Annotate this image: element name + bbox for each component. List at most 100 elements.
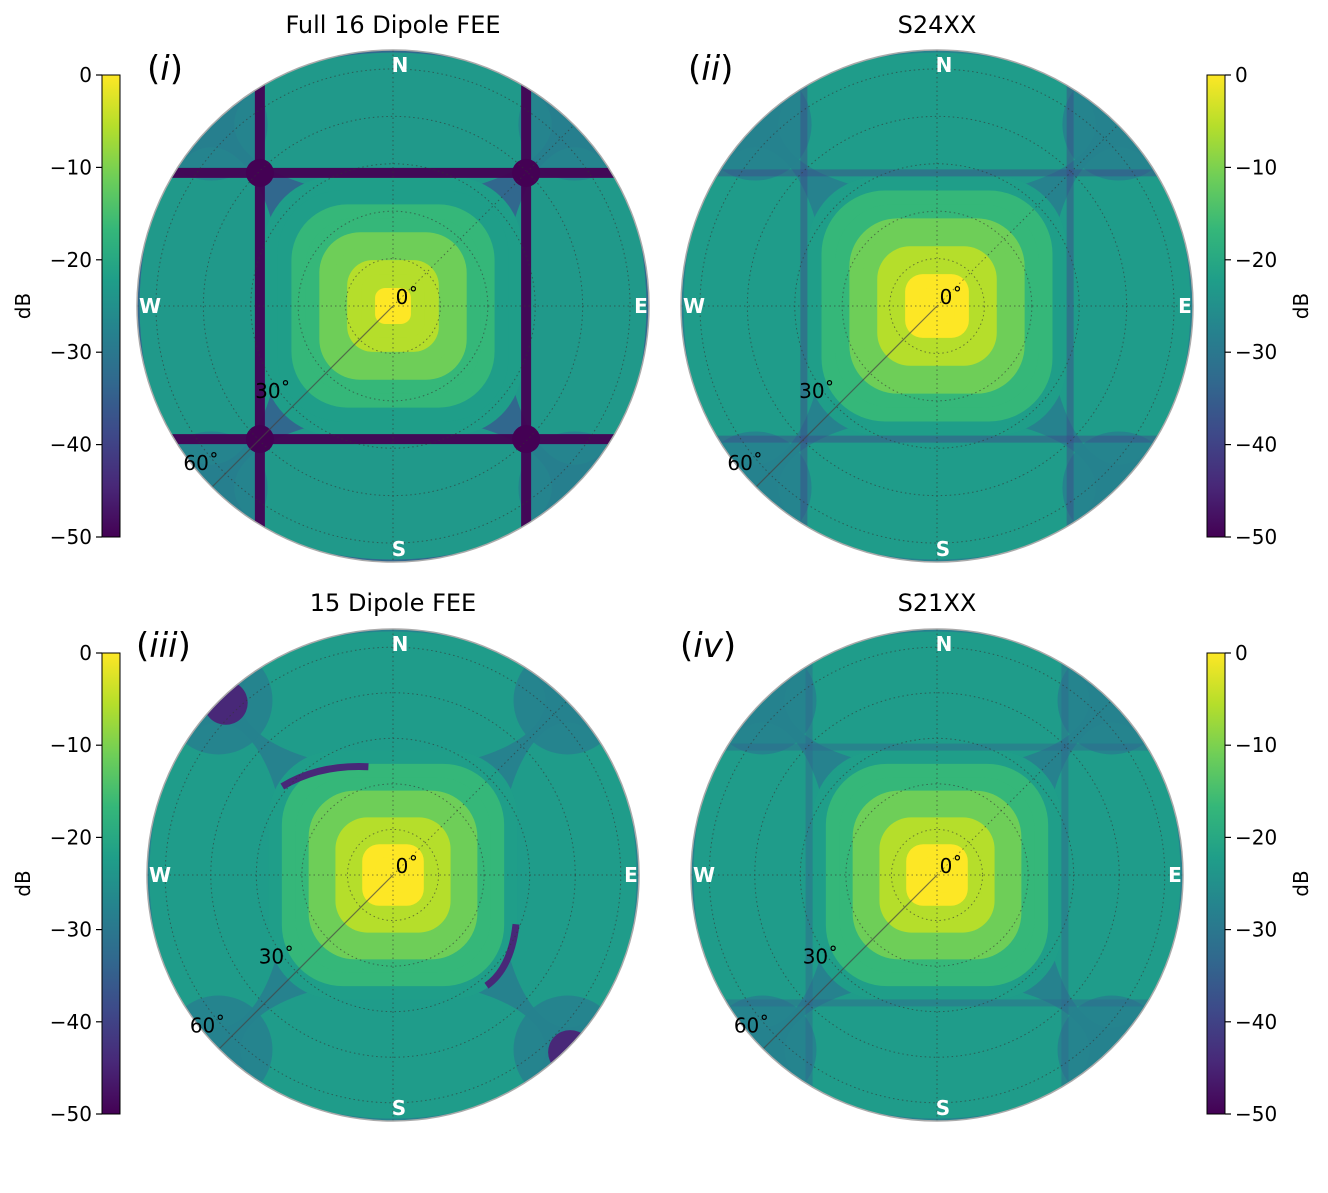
corner-lobe <box>513 995 622 1104</box>
side-lobe <box>498 722 637 1028</box>
colorbar-tick-label: −50 <box>50 1102 92 1126</box>
colorbar: 0 −10 −20 −30 −40 −50 dB <box>1206 641 1313 1126</box>
colorbar-gradient <box>101 74 121 538</box>
colorbar-tick-label: −20 <box>50 248 92 272</box>
grid-radial-axis <box>762 874 938 1050</box>
corner-lobe <box>1062 431 1176 545</box>
panel-label: (i) <box>147 49 183 89</box>
colorbar-tick-label: −10 <box>1235 155 1277 179</box>
compass-east: E <box>624 863 638 887</box>
compass-east: E <box>1178 294 1192 318</box>
compass-south: S <box>392 1096 406 1120</box>
panel-title: 15 Dipole FEE <box>310 589 476 617</box>
grid-circle <box>346 828 440 922</box>
corner-lobe <box>1062 67 1176 181</box>
panel-title: S21XX <box>898 589 977 617</box>
grid-diagonal <box>936 700 1112 876</box>
null-spot <box>203 680 248 725</box>
radial-label: 0˚ <box>396 285 419 309</box>
side-lobe <box>240 980 546 1119</box>
panel-title: Full 16 Dipole FEE <box>285 11 500 39</box>
polar-grid <box>681 50 1193 562</box>
disc-outline <box>680 49 1194 563</box>
side-lobe <box>693 722 832 1028</box>
colorbar-tick-label: −40 <box>1235 1010 1277 1034</box>
colorbar-label: dB <box>11 293 35 319</box>
side-lobe <box>784 980 1090 1119</box>
null-intersection <box>245 158 274 187</box>
corner-lobe <box>1057 995 1166 1104</box>
colorbar-tick-label: −20 <box>50 825 92 849</box>
radial-label: 30˚ <box>803 945 838 969</box>
radial-label: 0˚ <box>396 854 419 878</box>
compass-north: N <box>936 53 953 77</box>
null-line <box>521 50 532 562</box>
radial-label: 30˚ <box>259 945 294 969</box>
colorbar-tick-label: −20 <box>1235 825 1277 849</box>
grid-circle <box>345 258 441 354</box>
colorbar-tick-label: −50 <box>1235 525 1277 549</box>
compass-north: N <box>936 632 953 656</box>
polar-grid <box>137 50 649 562</box>
side-lobe <box>149 722 288 1028</box>
colorbar-tick-label: −30 <box>50 340 92 364</box>
side-lobe <box>234 52 552 196</box>
disc-outline <box>146 628 640 1122</box>
colorbar-label: dB <box>11 870 35 896</box>
colorbar-tick-label: −50 <box>1235 1102 1277 1126</box>
grid-circle <box>301 783 485 967</box>
colorbar-tick-label: 0 <box>1235 63 1248 87</box>
colorbar-tick-label: −40 <box>1235 433 1277 457</box>
colorbar: 0 −10 −20 −30 −40 −50 dB <box>11 63 121 549</box>
corner-lobe <box>1057 646 1166 755</box>
colorbar-tick-label: −40 <box>50 1010 92 1034</box>
side-lobe <box>778 52 1096 196</box>
colorbar-tick-label: −30 <box>50 918 92 942</box>
colorbar-tick-label: −30 <box>1235 340 1277 364</box>
radial-label: 0˚ <box>940 285 963 309</box>
compass-south: S <box>936 537 950 561</box>
grid-circle <box>890 828 984 922</box>
polar-grid <box>691 629 1183 1121</box>
colorbar-gradient <box>1206 652 1226 1115</box>
null-line <box>681 435 1193 443</box>
panel-title: S24XX <box>898 11 977 39</box>
compass-north: N <box>392 53 409 77</box>
panel-label: (ii) <box>688 49 733 89</box>
colorbar-tick-label: −20 <box>1235 248 1277 272</box>
radial-label: 60˚ <box>734 1013 769 1037</box>
colorbar-tick-label: −40 <box>50 433 92 457</box>
compass-south: S <box>936 1096 950 1120</box>
panel-2: 0˚ 30˚ 60˚ N S E W S24XX (ii) 0 −10 −20 −30 −40 −50 dB <box>680 11 1313 563</box>
corner-lobe <box>513 646 622 755</box>
compass-north: N <box>392 632 409 656</box>
radial-label: 60˚ <box>183 451 218 475</box>
radial-label: 30˚ <box>255 379 290 403</box>
disc-outline <box>136 49 650 563</box>
polar-grid <box>147 629 639 1121</box>
side-lobe <box>139 147 283 465</box>
grid-radial-axis <box>755 305 938 488</box>
colorbar-tick-label: 0 <box>79 641 92 665</box>
grid-circle <box>845 783 1029 967</box>
colorbar-gradient <box>1206 74 1226 538</box>
colorbar-gradient <box>101 652 121 1115</box>
grid-diagonal <box>392 700 568 876</box>
null-arc <box>280 763 369 790</box>
panel-label: (iii) <box>136 626 191 666</box>
radial-label: 30˚ <box>799 379 834 403</box>
side-lobe <box>240 631 546 770</box>
compass-west: W <box>693 863 715 887</box>
null-line <box>1066 50 1074 562</box>
grid-radial-axis <box>218 874 394 1050</box>
grid-circle <box>297 210 489 402</box>
compass-west: W <box>149 863 171 887</box>
colorbar: 0 −10 −20 −30 −40 −50 dB <box>1206 63 1313 549</box>
panel-label: (iv) <box>680 626 736 666</box>
panel-3: 0˚ 30˚ 60˚ N S E W 15 Dipole FEE (iii) 0 −10 −20 −30… <box>11 589 640 1126</box>
grid-circle <box>841 210 1033 402</box>
colorbar-tick-label: −10 <box>1235 733 1277 757</box>
side-lobe <box>683 147 827 465</box>
colorbar-tick-label: 0 <box>1235 641 1248 665</box>
